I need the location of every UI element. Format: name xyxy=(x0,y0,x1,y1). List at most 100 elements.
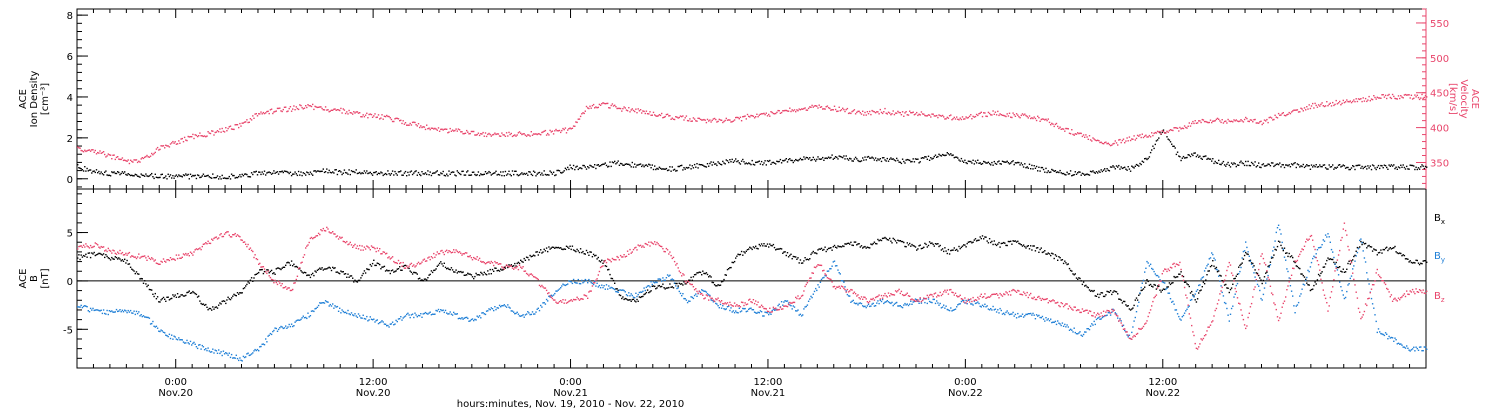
mag-point-black xyxy=(842,245,844,247)
plasma-point-black xyxy=(1260,166,1262,169)
plasma-point-black xyxy=(159,176,161,179)
mag-point-blue xyxy=(730,307,732,309)
plasma-point-red xyxy=(254,113,256,115)
plasma-point-black xyxy=(790,159,792,162)
plasma-point-red xyxy=(1410,94,1413,96)
mag-point-black xyxy=(594,255,596,257)
plasma-point-black xyxy=(568,168,570,171)
mag-point-blue xyxy=(842,280,844,282)
mag-point-blue xyxy=(1198,284,1200,287)
plasma-point-red xyxy=(603,102,605,105)
plasma-point-black xyxy=(1061,172,1064,175)
mag-point-black xyxy=(739,253,742,256)
mag-point-blue xyxy=(1259,289,1261,292)
mag-point-blue xyxy=(1097,317,1099,319)
plasma-point-red xyxy=(424,128,427,131)
plasma-point-black xyxy=(319,170,321,173)
mag-point-blue xyxy=(735,310,737,312)
plasma-point-red xyxy=(276,107,279,110)
mag-point-black xyxy=(451,269,454,271)
mag-point-blue xyxy=(1306,276,1308,279)
mag-point-black xyxy=(1315,283,1317,285)
mag-point-blue xyxy=(1147,262,1149,264)
mag-point-black xyxy=(239,292,241,294)
plasma-point-black xyxy=(419,173,421,176)
plasma-point-red xyxy=(826,105,829,107)
mag-point-black xyxy=(1196,298,1199,300)
plasma-point-black xyxy=(1140,163,1142,166)
mag-point-black xyxy=(154,292,156,295)
plasma-point-red xyxy=(1337,102,1340,104)
plasma-point-red xyxy=(749,116,751,118)
mag-point-black xyxy=(400,269,402,271)
mag-point-black xyxy=(159,301,161,303)
plasma-point-black xyxy=(862,157,864,159)
mag-point-black xyxy=(998,241,1000,244)
plasma-point-black xyxy=(1088,174,1091,176)
plasma-point-black xyxy=(1108,170,1111,172)
plasma-point-black xyxy=(651,164,653,166)
plasma-y-title: [cm⁻³] xyxy=(40,83,51,115)
plasma-point-black xyxy=(228,175,230,178)
mag-point-black xyxy=(528,259,530,261)
plasma-point-black xyxy=(596,164,598,166)
plasma-point-black xyxy=(540,174,542,176)
plasma-point-black xyxy=(107,174,109,177)
mag-point-blue xyxy=(588,278,590,281)
plasma-point-black xyxy=(1007,162,1010,164)
mag-point-blue xyxy=(371,319,374,321)
mag-point-blue xyxy=(1101,316,1104,319)
mag-point-black xyxy=(766,243,769,245)
mag-point-blue xyxy=(289,325,292,328)
mag-point-black xyxy=(1292,256,1294,259)
plasma-point-red xyxy=(1093,138,1095,140)
plasma-point-red xyxy=(1238,120,1240,123)
mag-point-black xyxy=(705,272,708,274)
mag-point-blue xyxy=(508,306,510,308)
mag-point-blue xyxy=(857,304,859,306)
plasma-point-red xyxy=(82,151,85,153)
mag-point-blue xyxy=(337,310,340,312)
mag-point-black xyxy=(847,242,850,244)
plasma-point-red xyxy=(776,111,778,114)
plasma-point-black xyxy=(676,169,678,172)
mag-point-black xyxy=(391,269,394,271)
plasma-point-red xyxy=(1233,119,1235,121)
mag-point-black xyxy=(1154,284,1156,286)
mag-point-blue xyxy=(1024,315,1026,317)
plasma-point-red xyxy=(768,113,770,116)
mag-point-black xyxy=(222,300,225,302)
plasma-point-black xyxy=(490,174,492,176)
plasma-point-black xyxy=(770,163,772,165)
mag-point-blue xyxy=(669,274,671,276)
plasma-point-red xyxy=(822,108,824,110)
mag-point-black xyxy=(555,246,557,249)
plasma-point-black xyxy=(673,168,676,171)
plasma-point-red xyxy=(1074,133,1076,135)
mag-point-blue xyxy=(1144,271,1146,273)
mag-point-black xyxy=(1088,289,1091,291)
mag-point-black xyxy=(857,243,859,245)
plasma-point-black xyxy=(1187,154,1189,156)
mag-point-blue xyxy=(1290,290,1293,292)
plasma-point-black xyxy=(637,164,639,166)
plasma-point-black xyxy=(739,163,742,165)
plasma-point-black xyxy=(644,164,646,167)
mag-point-black xyxy=(127,263,129,265)
mag-point-blue xyxy=(906,303,908,305)
plasma-point-red xyxy=(1317,104,1320,106)
mag-point-black xyxy=(394,270,396,273)
plasma-point-red xyxy=(1062,128,1065,130)
plasma-point-red xyxy=(355,111,357,113)
mag-point-blue xyxy=(913,300,916,303)
mag-point-black xyxy=(333,267,335,270)
plasma-point-red xyxy=(89,150,92,152)
plasma-point-red xyxy=(860,113,863,115)
plasma-point-black xyxy=(824,157,826,159)
plasma-point-black xyxy=(1047,170,1049,172)
mag-point-black xyxy=(670,286,672,288)
plasma-point-red xyxy=(554,130,556,132)
mag-point-black xyxy=(447,267,449,269)
plasma-point-red xyxy=(1342,99,1344,102)
plasma-point-red xyxy=(303,107,306,109)
